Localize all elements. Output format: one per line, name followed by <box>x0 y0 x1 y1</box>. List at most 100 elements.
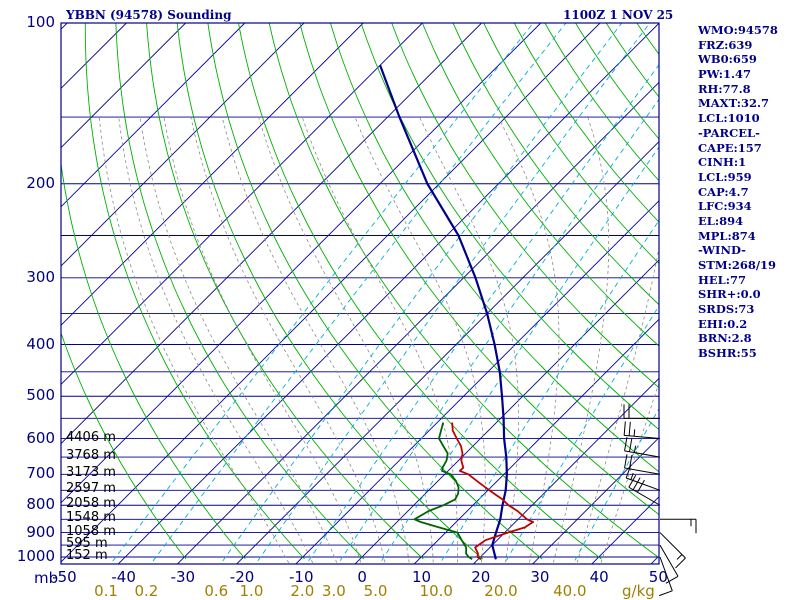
moist-adiabat-line <box>576 245 659 564</box>
moist-adiabat-line <box>258 116 434 564</box>
index-item: STM:268/19 <box>698 258 777 272</box>
index-item: BRN:2.8 <box>698 331 752 346</box>
wind-barb-half-flag <box>676 554 683 560</box>
isotherm-line <box>61 23 68 30</box>
wind-barb <box>623 421 661 440</box>
mixing-ratio-line <box>379 146 659 564</box>
temperature-tick-label: 30 <box>530 568 550 586</box>
index-item: SHR+:0.0 <box>698 287 761 302</box>
index-item: LFC:934 <box>698 199 752 214</box>
height-label: 2597 m <box>66 481 116 497</box>
index-item: -WIND- <box>698 243 746 258</box>
isotherm-line <box>61 23 482 445</box>
isotherm-line <box>235 140 659 564</box>
height-label: 595 m <box>66 536 108 552</box>
wind-barb-flag <box>628 421 631 436</box>
moist-adiabat-line <box>98 116 290 564</box>
temperature-tick-label: -30 <box>170 568 196 586</box>
dewpoint-trace <box>413 422 473 561</box>
wind-barb-flag <box>637 479 645 493</box>
dry-adiabat-line <box>544 23 659 182</box>
temperature-tick-label: 10 <box>412 568 432 586</box>
temperature-tick-label: 50 <box>648 568 668 586</box>
mixing-ratio-tick-label: 0.1 <box>94 582 118 600</box>
index-item: MAXT:32.7 <box>698 96 769 111</box>
mixing-ratio-line <box>439 219 659 564</box>
time-title: 1100Z 1 NOV 25 <box>563 8 674 22</box>
height-label: 2058 m <box>66 496 116 512</box>
moist-adiabat-line <box>552 116 610 564</box>
height-label: 152 m <box>66 548 108 563</box>
mixing-ratio-tick-label: 5.0 <box>363 582 388 600</box>
wind-barb-flag <box>624 436 628 451</box>
index-item: CAP:4.7 <box>698 184 749 199</box>
moist-adiabat-line <box>163 116 362 564</box>
mixing-ratio-line <box>305 64 659 564</box>
wind-barb-flag <box>623 421 626 436</box>
index-item: RH:77.8 <box>698 81 751 96</box>
moist-adiabat-line <box>498 116 560 564</box>
index-item: LCL:959 <box>698 169 752 184</box>
wind-barb-flag <box>632 477 641 491</box>
index-item: EL:894 <box>698 213 744 228</box>
pressure-tick-label: 900 <box>26 522 55 541</box>
height-label: 1548 m <box>66 510 116 526</box>
index-item: LCL:1010 <box>698 111 760 126</box>
dry-adiabat-line <box>421 23 659 347</box>
temperature-tick-label: -50 <box>52 568 77 586</box>
isotherm-line <box>61 23 364 326</box>
index-item: HEL:77 <box>698 272 746 287</box>
dry-adiabat-line <box>268 23 659 559</box>
height-label: 3173 m <box>66 465 116 481</box>
index-item: SRDS:73 <box>698 302 755 317</box>
station-title: YBBN (94578) Sounding <box>66 8 232 22</box>
mixing-ratio-line <box>337 98 659 564</box>
pressure-tick-label: 100 <box>26 13 55 31</box>
plot-frame <box>60 22 660 565</box>
mixing-ratio-unit-label: g/kg <box>622 582 655 600</box>
wind-barb-flag <box>628 437 633 452</box>
mixing-ratio-tick-label: 0.6 <box>204 582 229 600</box>
index-item: FRZ:639 <box>698 37 753 52</box>
mixing-ratio-tick-label: 1.0 <box>239 582 264 600</box>
dry-adiabat-line <box>84 23 305 560</box>
mixing-ratio-tick-label: 40.0 <box>553 582 587 600</box>
temperature-trace <box>451 422 534 561</box>
mixing-ratio-tick-label: 3.0 <box>321 582 346 600</box>
temperature-tick-label: 40 <box>589 568 609 586</box>
wind-barb <box>623 404 660 419</box>
isotherm-line <box>61 23 246 208</box>
isotherm-line <box>472 377 659 564</box>
pressure-unit-label: mb <box>34 569 59 587</box>
pressure-tick-label: 1000 <box>16 547 55 565</box>
mixing-ratio-tick-label: 0.2 <box>134 582 159 600</box>
index-item: CAPE:157 <box>698 140 762 155</box>
dry-adiabat-line <box>483 23 659 265</box>
isotherm-line <box>117 23 659 564</box>
dry-adiabat-line <box>391 23 659 389</box>
pressure-tick-label: 600 <box>26 428 55 447</box>
dry-adiabat-line <box>299 23 659 516</box>
wind-barb-staff <box>624 467 661 475</box>
wind-barb-flag <box>624 454 628 469</box>
isotherm-line <box>354 259 659 564</box>
index-item: MPL:874 <box>698 228 756 243</box>
wind-barb-half-flag <box>633 445 637 453</box>
moist-adiabat-line <box>118 116 314 564</box>
mixing-ratio-line <box>109 23 534 564</box>
dry-adiabat-line <box>61 160 246 560</box>
pressure-tick-label: 700 <box>26 464 55 483</box>
moist-adiabat-line <box>139 116 338 564</box>
isotherm-line <box>61 23 542 504</box>
wind-barb-staff <box>624 434 661 440</box>
wind-barb-staff <box>624 450 661 458</box>
isotherm-line <box>176 81 659 564</box>
wind-barb <box>624 436 661 458</box>
pressure-tick-label: 500 <box>26 386 55 405</box>
dry-adiabat-line <box>115 23 365 560</box>
index-item: WB0:659 <box>698 52 757 67</box>
mixing-ratio-line <box>150 23 567 564</box>
wind-barb-flag <box>665 575 679 584</box>
wind-barb-staff <box>659 544 679 577</box>
